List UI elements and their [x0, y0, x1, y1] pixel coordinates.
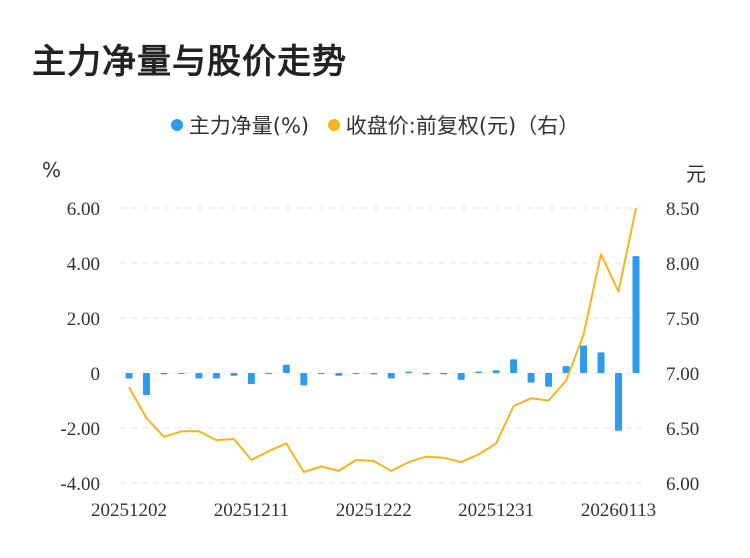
net-flow-bar — [475, 371, 483, 373]
net-flow-bar — [562, 366, 570, 373]
net-flow-bar — [212, 373, 220, 379]
net-flow-bar — [492, 370, 500, 373]
net-flow-bar — [230, 373, 238, 376]
right-tick-label: 7.00 — [666, 364, 699, 385]
legend-dot-close-price — [327, 119, 340, 131]
net-flow-bar — [545, 373, 553, 387]
net-flow-bar — [405, 371, 413, 373]
left-tick-label: 2.00 — [67, 309, 100, 330]
right-tick-label: 6.00 — [666, 474, 699, 495]
right-tick-label: 6.50 — [666, 419, 699, 440]
x-tick-label: 20251231 — [458, 500, 534, 521]
right-axis-unit: 元 — [686, 162, 706, 186]
net-flow-bar — [580, 345, 588, 373]
legend: 主力净量(%) 收盘价:前复权(元)（右） — [0, 110, 750, 140]
net-flow-bar — [335, 373, 343, 376]
net-flow-bar — [317, 373, 325, 374]
left-tick-label: -4.00 — [60, 474, 100, 495]
right-tick-label: 8.00 — [666, 254, 699, 275]
net-flow-bar — [510, 359, 518, 373]
net-flow-bar — [265, 373, 273, 374]
net-flow-bar — [615, 373, 623, 431]
legend-label-net-flow: 主力净量(%) — [188, 114, 310, 138]
legend-item-net-flow[interactable]: 主力净量(%) — [170, 110, 310, 140]
x-tick-label: 20251222 — [336, 500, 412, 521]
net-flow-bar — [160, 373, 168, 375]
left-tick-label: -2.00 — [60, 419, 100, 440]
x-tick-label: 20251202 — [91, 500, 167, 521]
net-flow-bar — [125, 373, 133, 379]
left-tick-label: 4.00 — [67, 254, 100, 275]
net-flow-bar — [142, 373, 150, 395]
legend-item-close-price[interactable]: 收盘价:前复权(元)（右） — [327, 110, 580, 140]
net-flow-bar — [597, 352, 605, 373]
net-flow-bar — [440, 373, 448, 375]
chart-title: 主力净量与股价走势 — [32, 42, 347, 82]
right-tick-label: 8.50 — [666, 199, 699, 220]
net-flow-bar — [632, 256, 640, 373]
net-flow-bar — [457, 373, 465, 380]
net-flow-bar — [422, 373, 430, 375]
x-tick-label: 20260113 — [581, 500, 656, 521]
net-flow-bar — [300, 373, 308, 386]
net-flow-bar — [527, 373, 535, 383]
net-flow-bar — [282, 364, 290, 373]
net-flow-bar — [247, 373, 255, 384]
net-flow-bar — [195, 373, 203, 379]
net-flow-bar — [352, 373, 360, 374]
net-flow-bar — [370, 373, 378, 375]
left-axis-unit: % — [42, 158, 62, 182]
close-price-line — [128, 207, 637, 473]
legend-label-close-price: 收盘价:前复权(元)（右） — [345, 114, 580, 138]
x-tick-label: 20251211 — [214, 500, 289, 521]
left-tick-label: 6.00 — [67, 199, 100, 220]
left-tick-label: 0 — [91, 364, 101, 385]
right-tick-label: 7.50 — [666, 309, 699, 330]
net-flow-bar — [177, 373, 185, 374]
net-flow-bar — [387, 373, 395, 379]
legend-dot-net-flow — [170, 119, 183, 131]
